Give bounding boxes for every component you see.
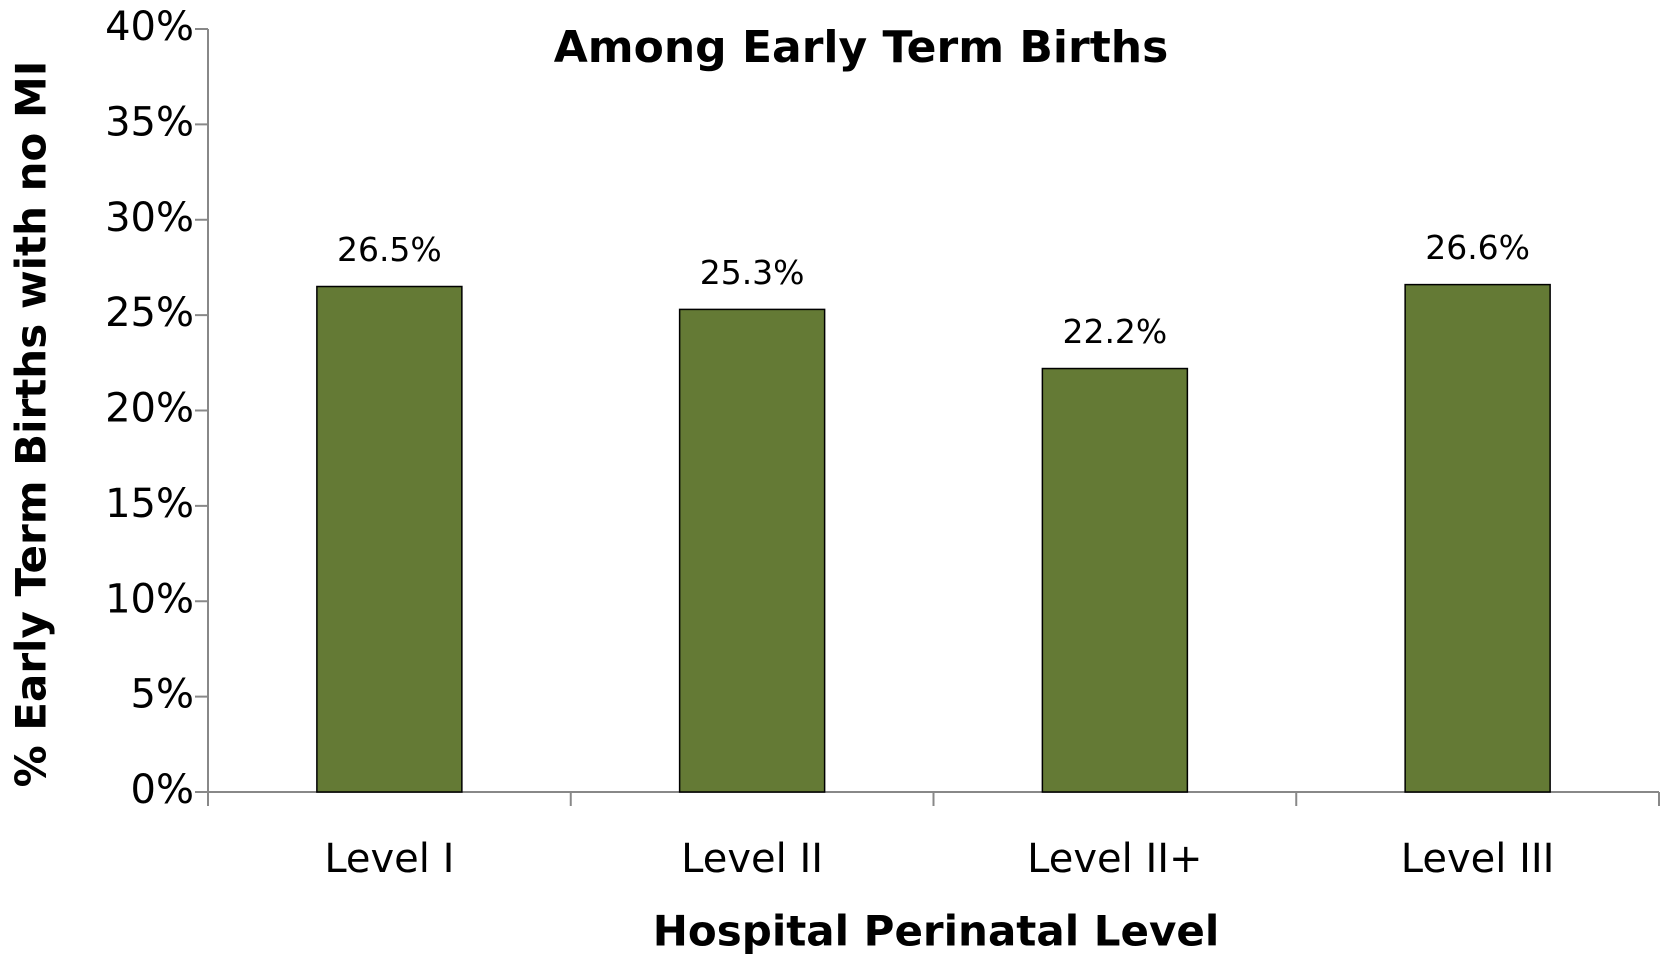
y-tick-label: 35% [105, 99, 194, 145]
y-tick-label: 10% [105, 576, 194, 622]
data-label: 26.6% [1425, 228, 1530, 267]
data-label: 22.2% [1062, 312, 1167, 351]
y-tick-label: 15% [105, 481, 194, 527]
y-tick-label: 0% [131, 767, 194, 813]
y-tick-label: 25% [105, 290, 194, 336]
x-tick-label: Level II [681, 836, 823, 882]
bar [1404, 283, 1551, 793]
y-tick-label: 40% [105, 4, 194, 50]
x-tick-label: Level II+ [1027, 836, 1202, 882]
bar [678, 308, 826, 793]
y-tick-label: 20% [105, 386, 194, 432]
y-axis-title: % Early Term Births with no MI [7, 61, 56, 788]
x-axis-title: Hospital Perinatal Level [653, 907, 1219, 956]
x-tick-label: Level I [324, 836, 454, 882]
y-tick-label: 5% [131, 672, 194, 718]
bar [1041, 367, 1189, 793]
data-label: 26.5% [337, 230, 442, 269]
bar [316, 285, 463, 793]
y-tick-label: 30% [105, 195, 194, 241]
chart-title: Among Early Term Births [554, 22, 1169, 73]
x-tick-label: Level III [1401, 836, 1555, 882]
data-label: 25.3% [700, 253, 805, 292]
